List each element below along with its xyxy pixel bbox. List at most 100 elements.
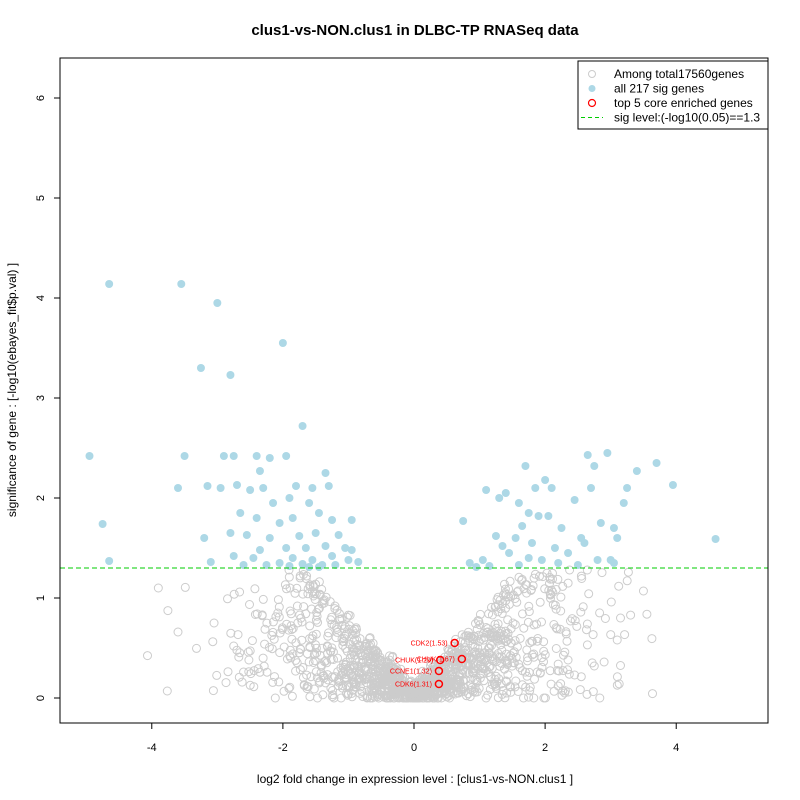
sig-gene-point: [341, 544, 350, 552]
gene-point: [340, 660, 350, 670]
sig-gene-point: [285, 494, 294, 502]
gene-point: [362, 674, 371, 684]
gene-point: [297, 635, 307, 645]
gene-point: [563, 578, 573, 588]
gene-point: [329, 620, 339, 630]
sig-gene-point: [347, 516, 356, 524]
gene-point: [465, 692, 475, 702]
gene-point: [459, 643, 469, 653]
sig-gene-point: [603, 449, 612, 457]
gene-point: [460, 675, 470, 685]
gene-point: [475, 620, 485, 630]
gene-point: [297, 617, 307, 627]
sig-gene-point: [514, 561, 523, 569]
gene-point: [336, 693, 346, 703]
gene-point: [391, 672, 401, 682]
gene-point: [370, 653, 380, 663]
sig-gene-point: [534, 512, 543, 520]
gene-point: [299, 570, 308, 579]
sig-gene-point: [609, 559, 618, 567]
gene-point: [406, 677, 415, 687]
gene-point: [275, 648, 285, 658]
gene-point: [522, 580, 531, 590]
gene-point: [570, 616, 580, 626]
sig-gene-point: [564, 549, 573, 557]
gene-point: [563, 665, 572, 675]
gene-point: [501, 590, 511, 599]
gene-point: [389, 688, 399, 698]
sig-gene-point: [347, 546, 356, 554]
sig-gene-point: [314, 509, 323, 517]
gene-point: [310, 656, 320, 666]
gene-point: [523, 653, 533, 663]
gene-point: [244, 667, 254, 677]
sig-gene-point: [298, 560, 307, 568]
sig-gene-point: [501, 489, 510, 497]
sig-gene-point: [511, 534, 520, 542]
sig-gene-point: [177, 280, 186, 288]
gene-point: [387, 670, 397, 680]
gene-point: [508, 618, 518, 628]
gene-point: [556, 679, 566, 689]
gene-point: [545, 572, 555, 582]
gene-point: [327, 612, 337, 622]
sig-gene-point: [295, 532, 304, 540]
gene-point: [328, 647, 338, 657]
gene-point: [226, 628, 236, 638]
gene-point: [582, 625, 591, 635]
gene-point: [382, 663, 392, 673]
gene-point: [285, 583, 295, 593]
sig-gene-point: [249, 554, 258, 562]
gene-point: [296, 644, 306, 654]
gene-point: [321, 678, 331, 688]
gene-point: [249, 666, 259, 676]
gene-point: [484, 609, 494, 619]
gene-point: [567, 614, 577, 624]
gene-point: [511, 676, 521, 686]
gene-point: [323, 631, 333, 641]
gene-point: [285, 651, 295, 661]
gene-point: [357, 687, 367, 697]
gene-point: [250, 584, 260, 594]
gene-point: [460, 631, 470, 641]
gene-point: [504, 584, 514, 594]
x-tick-label: 4: [673, 742, 679, 754]
gene-point: [243, 647, 253, 657]
gene-point: [270, 672, 279, 682]
gene-point: [245, 646, 255, 656]
gene-point: [221, 678, 231, 688]
gene-point: [392, 678, 402, 688]
gene-point: [509, 647, 519, 657]
gene-point: [287, 625, 297, 634]
gene-point: [537, 617, 546, 627]
gene-point: [337, 614, 347, 624]
gene-point: [291, 666, 301, 676]
gene-point: [561, 629, 571, 639]
gene-point: [501, 596, 511, 606]
gene-point: [493, 649, 503, 658]
gene-point: [563, 655, 573, 665]
gene-point: [606, 597, 616, 607]
gene-point: [400, 673, 410, 683]
x-axis-label: log2 fold change in expression level : […: [257, 772, 573, 786]
sig-gene-point: [573, 561, 582, 569]
gene-point: [292, 601, 302, 611]
sig-gene-point: [265, 534, 274, 542]
gene-point: [490, 619, 500, 629]
gene-point: [535, 597, 545, 607]
gene-point: [348, 626, 358, 636]
sig-gene-point: [518, 522, 527, 530]
gene-point: [340, 622, 350, 631]
legend-marker: [588, 85, 596, 92]
gene-point: [302, 670, 312, 680]
sig-gene-point: [282, 544, 291, 552]
gene-point: [493, 636, 503, 646]
gene-point: [503, 615, 513, 625]
gene-point: [582, 565, 592, 575]
gene-point: [418, 666, 427, 676]
sig-gene-point: [311, 529, 320, 537]
sig-gene-point: [213, 299, 222, 307]
gene-point: [493, 619, 503, 629]
gene-point: [350, 624, 359, 634]
gene-point: [584, 589, 594, 599]
